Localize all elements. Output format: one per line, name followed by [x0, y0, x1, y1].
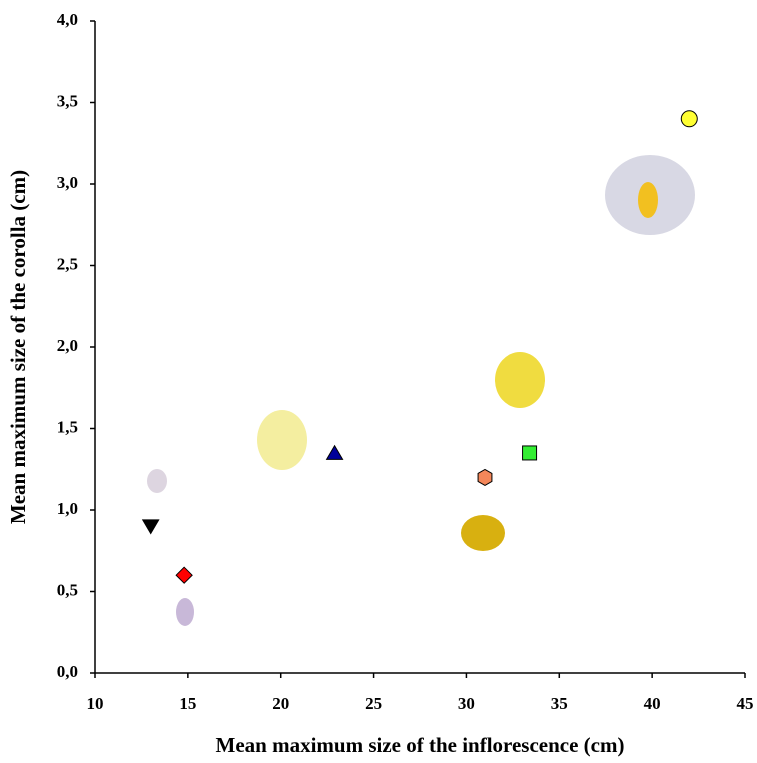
point	[478, 469, 492, 485]
y-tick-label: 1,0	[57, 499, 78, 518]
x-tick-label: 30	[458, 694, 475, 713]
point	[176, 567, 192, 583]
flower-images	[147, 155, 695, 626]
x-tick-label: 10	[87, 694, 104, 713]
x-tick-label: 45	[737, 694, 754, 713]
y-tick-label: 1,5	[57, 417, 78, 436]
point	[681, 111, 697, 127]
x-axis-title: Mean maximum size of the inflorescence (…	[216, 733, 625, 757]
y-tick-label: 4,0	[57, 10, 78, 29]
y-tick-label: 2,0	[57, 336, 78, 355]
x-tick-label: 20	[272, 694, 289, 713]
x-tick-label: 25	[365, 694, 382, 713]
point	[143, 520, 159, 534]
x-tick-label: 40	[644, 694, 661, 713]
point	[523, 446, 537, 460]
y-axis-title: Mean maximum size of the corolla (cm)	[6, 170, 30, 524]
y-tick-label: 0,0	[57, 662, 78, 681]
point	[327, 446, 343, 460]
x-tick-label: 35	[551, 694, 568, 713]
x-tick-label: 15	[179, 694, 196, 713]
y-tick-label: 2,5	[57, 254, 78, 273]
y-tick-label: 3,5	[57, 91, 78, 110]
chart: Mean maximum size of the inflorescence (…	[0, 0, 757, 758]
y-tick-label: 0,5	[57, 580, 78, 599]
y-tick-label: 3,0	[57, 173, 78, 192]
